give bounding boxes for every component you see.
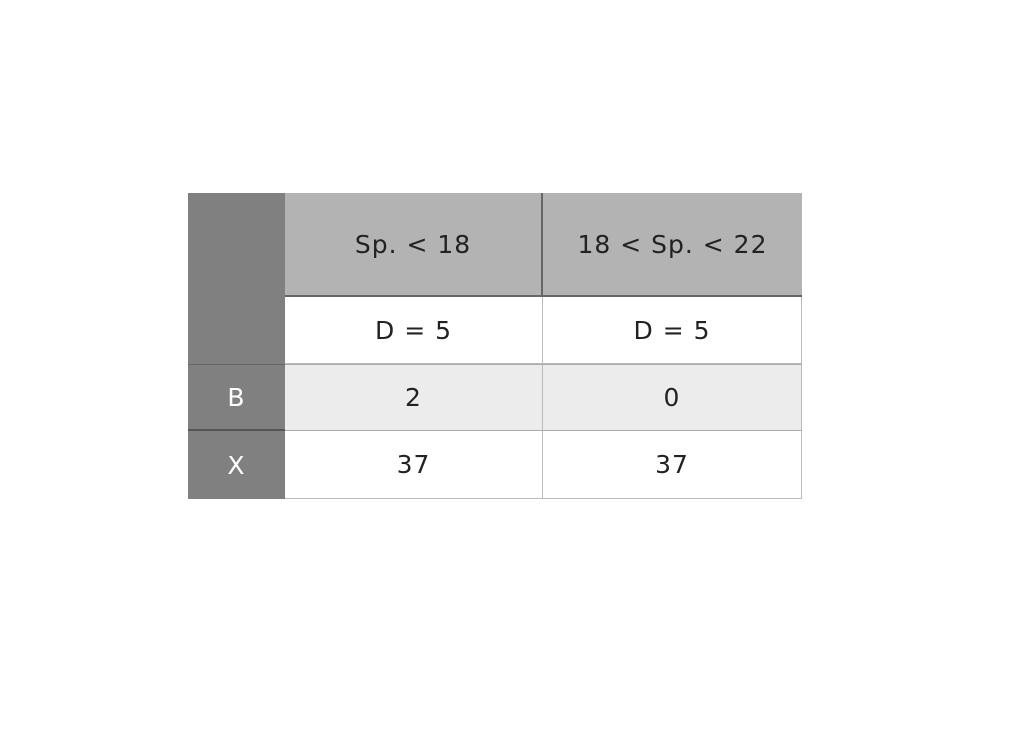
table-cell: 0 — [543, 364, 802, 431]
subheader-cell: D = 5 — [285, 297, 543, 364]
table-cell: 2 — [285, 364, 543, 431]
table-cell: 37 — [543, 431, 802, 499]
row-label: X — [188, 431, 285, 499]
row-label: B — [188, 364, 285, 431]
header-cell: Sp. < 18 — [285, 193, 543, 297]
corner-cell — [188, 193, 285, 364]
header-cell: 18 < Sp. < 22 — [543, 193, 802, 297]
subheader-cell: D = 5 — [543, 297, 802, 364]
table-cell: 37 — [285, 431, 543, 499]
